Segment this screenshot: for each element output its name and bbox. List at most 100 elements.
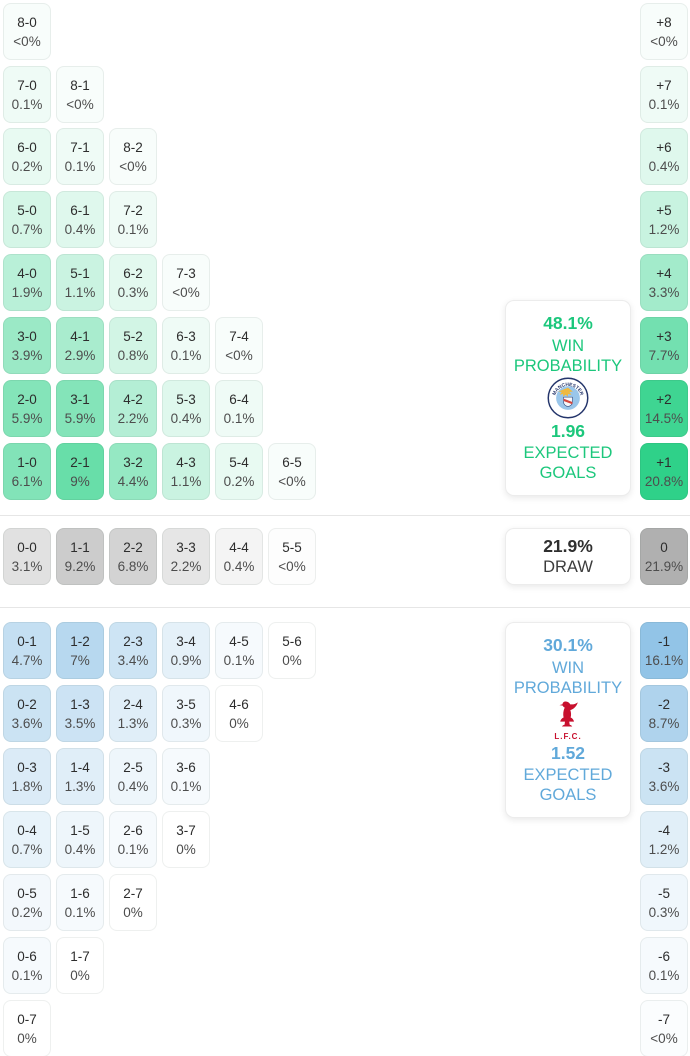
probability-text: 3.3% bbox=[648, 284, 680, 300]
away-score-cell: 5-6 0% bbox=[268, 622, 316, 679]
probability-text: 1.3% bbox=[64, 778, 96, 794]
draw-goal-diff-cell: 0 21.9% bbox=[640, 528, 688, 585]
probability-text: <0% bbox=[119, 158, 147, 174]
scoreline-text: 7-2 bbox=[123, 202, 143, 218]
probability-text: 0.1% bbox=[648, 96, 680, 112]
draw-score-cell: 2-2 6.8% bbox=[109, 528, 157, 585]
draw-score-cell: 0-0 3.1% bbox=[3, 528, 51, 585]
probability-text: 1.8% bbox=[11, 778, 43, 794]
scoreline-text: 6-1 bbox=[70, 202, 90, 218]
probability-text: 0.4% bbox=[648, 158, 680, 174]
scoreline-text: 5-1 bbox=[70, 265, 90, 281]
probability-text: 4.4% bbox=[117, 473, 149, 489]
home-score-cell: 7-3 <0% bbox=[162, 254, 210, 311]
home-score-cell: 4-0 1.9% bbox=[3, 254, 51, 311]
scoreline-text: 5-0 bbox=[17, 202, 37, 218]
scoreline-text: 2-3 bbox=[123, 633, 143, 649]
away-score-cell: 2-4 1.3% bbox=[109, 685, 157, 742]
scoreline-text: 0-0 bbox=[17, 539, 37, 555]
home-goal-diff-cell: +1 20.8% bbox=[640, 443, 688, 500]
probability-text: 2.2% bbox=[117, 410, 149, 426]
away-goal-diff-cell: -6 0.1% bbox=[640, 937, 688, 994]
home-score-cell: 2-0 5.9% bbox=[3, 380, 51, 437]
away-win-probability-label: WIN PROBABILITY bbox=[513, 658, 623, 697]
scoreline-text: 4-5 bbox=[229, 633, 249, 649]
home-score-cell: 3-2 4.4% bbox=[109, 443, 157, 500]
away-goal-diff-cell: -5 0.3% bbox=[640, 874, 688, 931]
probability-text: 6.1% bbox=[11, 473, 43, 489]
scoreline-text: 1-6 bbox=[70, 885, 90, 901]
away-score-cell: 1-3 3.5% bbox=[56, 685, 104, 742]
probability-text: 0.4% bbox=[223, 558, 255, 574]
probability-text: 2.2% bbox=[170, 558, 202, 574]
probability-text: 2.9% bbox=[64, 347, 96, 363]
scoreline-text: 8-1 bbox=[70, 77, 90, 93]
scoreline-text: 1-4 bbox=[70, 759, 90, 775]
probability-text: <0% bbox=[225, 347, 253, 363]
probability-text: 3.4% bbox=[117, 652, 149, 668]
probability-text: 0.1% bbox=[648, 967, 680, 983]
scoreline-text: 8-0 bbox=[17, 14, 37, 30]
scoreline-text: 4-3 bbox=[176, 454, 196, 470]
scoreline-text: 5-3 bbox=[176, 391, 196, 407]
away-score-cell: 1-6 0.1% bbox=[56, 874, 104, 931]
away-score-cell: 0-5 0.2% bbox=[3, 874, 51, 931]
home-win-summary-card: 48.1% WIN PROBABILITY MANCHESTER CITY bbox=[505, 300, 631, 496]
scoreline-text: 4-6 bbox=[229, 696, 249, 712]
away-score-cell: 4-6 0% bbox=[215, 685, 263, 742]
probability-text: 0.1% bbox=[64, 904, 96, 920]
away-score-cell: 2-7 0% bbox=[109, 874, 157, 931]
probability-text: 1.2% bbox=[648, 221, 680, 237]
probability-text: <0% bbox=[650, 33, 678, 49]
probability-text: 0.1% bbox=[11, 96, 43, 112]
home-score-cell: 6-1 0.4% bbox=[56, 191, 104, 248]
scoreline-text: 3-0 bbox=[17, 328, 37, 344]
probability-text: 0.2% bbox=[11, 904, 43, 920]
probability-text: <0% bbox=[172, 284, 200, 300]
probability-text: 0.3% bbox=[648, 904, 680, 920]
probability-text: 0.7% bbox=[11, 841, 43, 857]
scoreline-text: -3 bbox=[657, 759, 670, 775]
scoreline-text: 2-4 bbox=[123, 696, 143, 712]
home-score-cell: 5-0 0.7% bbox=[3, 191, 51, 248]
scoreline-text: 6-4 bbox=[229, 391, 249, 407]
scoreline-text: +3 bbox=[656, 328, 672, 344]
probability-text: 20.8% bbox=[644, 473, 684, 489]
away-win-probability-value: 30.1% bbox=[543, 635, 593, 655]
scoreline-text: 2-1 bbox=[70, 454, 90, 470]
scoreline-text: +7 bbox=[656, 77, 672, 93]
away-win-summary-card: 30.1% WIN PROBABILITY L.F.C. 1.52 EXPECT… bbox=[505, 622, 631, 818]
scoreline-text: 4-1 bbox=[70, 328, 90, 344]
scoreline-text: -4 bbox=[657, 822, 670, 838]
scoreline-text: 6-2 bbox=[123, 265, 143, 281]
probability-text: 7% bbox=[70, 652, 90, 668]
probability-text: 0.3% bbox=[170, 715, 202, 731]
probability-text: 1.2% bbox=[648, 841, 680, 857]
away-score-cell: 2-5 0.4% bbox=[109, 748, 157, 805]
scoreline-text: 3-2 bbox=[123, 454, 143, 470]
scoreline-text: 3-3 bbox=[176, 539, 196, 555]
probability-text: 0.7% bbox=[11, 221, 43, 237]
scoreline-text: 5-6 bbox=[282, 633, 302, 649]
probability-text: 8.7% bbox=[648, 715, 680, 731]
liverpool-fc-crest-icon: L.F.C. bbox=[553, 699, 583, 741]
probability-text: 0.3% bbox=[117, 284, 149, 300]
away-score-cell: 1-2 7% bbox=[56, 622, 104, 679]
scoreline-text: +6 bbox=[656, 139, 672, 155]
scoreline-text: 3-7 bbox=[176, 822, 196, 838]
probability-text: 16.1% bbox=[644, 652, 684, 668]
scoreline-text: 6-0 bbox=[17, 139, 37, 155]
scoreline-text: 1-0 bbox=[17, 454, 37, 470]
scoreline-text: 1-5 bbox=[70, 822, 90, 838]
home-score-cell: 3-0 3.9% bbox=[3, 317, 51, 374]
scoreline-text: 5-4 bbox=[229, 454, 249, 470]
manchester-city-crest-icon: MANCHESTER CITY bbox=[547, 377, 589, 419]
scoreline-text: -1 bbox=[657, 633, 670, 649]
home-score-cell: 1-0 6.1% bbox=[3, 443, 51, 500]
section-divider bbox=[0, 607, 690, 608]
probability-text: 0.1% bbox=[11, 967, 43, 983]
probability-text: 1.3% bbox=[117, 715, 149, 731]
draw-summary-card: 21.9% DRAW bbox=[505, 528, 631, 585]
scoreline-text: 3-5 bbox=[176, 696, 196, 712]
